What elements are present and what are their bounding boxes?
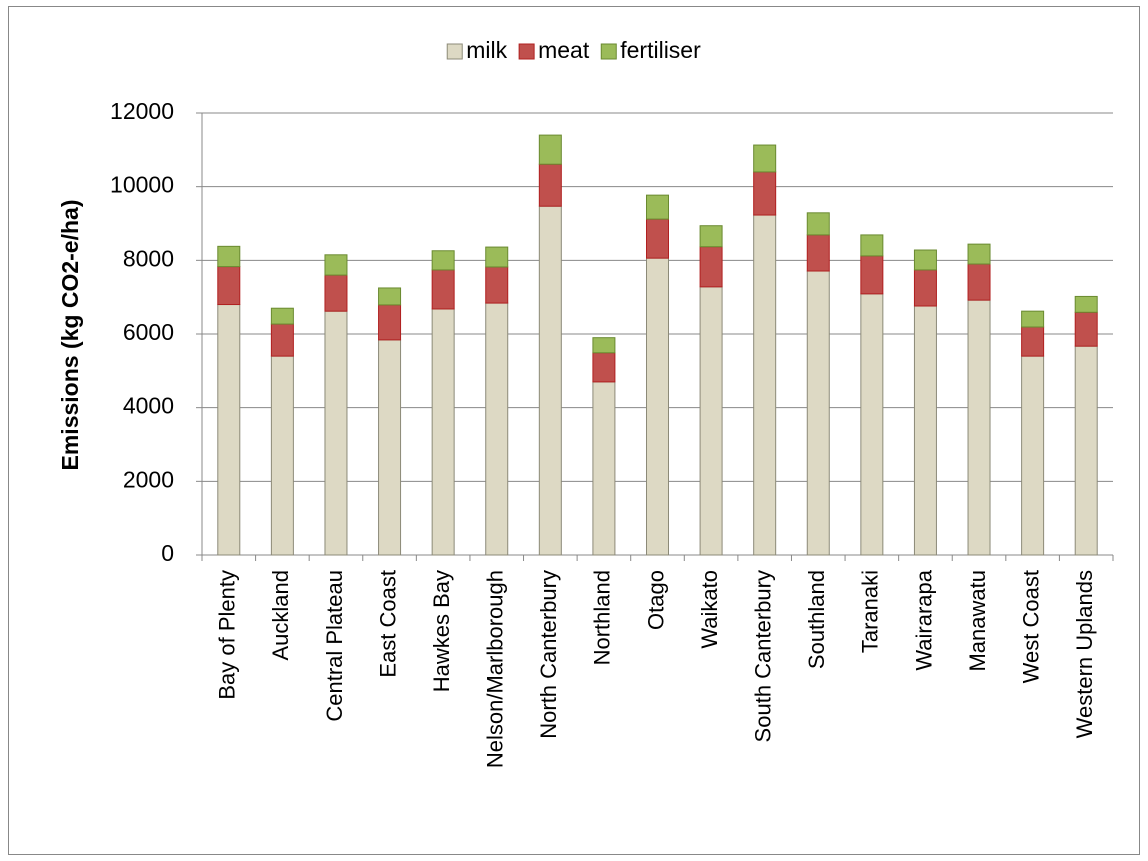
y-tick-label: 6000 bbox=[123, 319, 174, 345]
x-tick-label: West Coast bbox=[1018, 570, 1043, 683]
bar-segment bbox=[699, 246, 723, 288]
bar-segment bbox=[270, 323, 294, 357]
bar-segment bbox=[699, 286, 723, 556]
y-tick-label: 4000 bbox=[123, 393, 174, 419]
bar-segment bbox=[270, 307, 294, 325]
y-tick-label: 8000 bbox=[123, 245, 174, 271]
bar-segment bbox=[217, 245, 241, 268]
bar-segment bbox=[270, 355, 294, 556]
legend-label: meat bbox=[538, 37, 590, 63]
x-tick-label: Northland bbox=[590, 570, 615, 665]
x-tick-label: Hawkes Bay bbox=[429, 570, 454, 692]
bar-segment bbox=[753, 144, 777, 173]
y-tick-label: 0 bbox=[161, 540, 174, 566]
legend-swatch bbox=[446, 43, 463, 60]
bar-segment bbox=[217, 304, 241, 556]
bar-segment bbox=[967, 263, 991, 301]
bar-segment bbox=[860, 255, 884, 295]
x-tick-label: Bay of Plenty bbox=[215, 570, 240, 700]
bar-segment bbox=[485, 302, 509, 556]
chart-border bbox=[8, 6, 1140, 855]
bar-segment bbox=[538, 134, 562, 165]
bar-segment bbox=[217, 266, 241, 306]
y-tick-label: 12000 bbox=[110, 98, 174, 124]
x-tick-label: Waikato bbox=[697, 570, 722, 649]
bar-segment bbox=[860, 293, 884, 556]
bar-segment bbox=[1074, 295, 1098, 313]
bar-segment bbox=[324, 254, 348, 276]
legend-swatch bbox=[600, 43, 617, 60]
bar-segment bbox=[324, 274, 348, 312]
bar-segment bbox=[538, 205, 562, 556]
bar-segment bbox=[431, 269, 455, 310]
x-tick-label: Otago bbox=[643, 570, 668, 630]
legend-label: fertiliser bbox=[620, 37, 701, 63]
x-tick-label: Southland bbox=[804, 570, 829, 669]
bar-segment bbox=[1021, 310, 1045, 328]
bar-segment bbox=[1021, 355, 1045, 556]
bar-segment bbox=[806, 270, 830, 556]
bar-segment bbox=[753, 171, 777, 216]
x-tick-label: Auckland bbox=[268, 570, 293, 661]
bar-segment bbox=[1074, 311, 1098, 347]
bar-segment bbox=[378, 287, 402, 306]
bar-segment bbox=[485, 266, 509, 304]
x-tick-label: South Canterbury bbox=[750, 570, 775, 742]
bar-segment bbox=[913, 249, 937, 271]
bar-segment bbox=[753, 214, 777, 556]
bar-segment bbox=[592, 381, 616, 556]
bar-segment bbox=[646, 218, 669, 259]
bar-segment bbox=[592, 352, 616, 383]
x-tick-label: North Canterbury bbox=[536, 570, 561, 739]
bar-segment bbox=[592, 337, 616, 354]
bar-segment bbox=[378, 304, 402, 341]
x-tick-label: Manawatu bbox=[965, 570, 990, 672]
bar-segment bbox=[806, 212, 830, 236]
bar-segment bbox=[806, 234, 830, 272]
bar-segment bbox=[913, 305, 937, 556]
y-tick-label: 2000 bbox=[123, 466, 174, 492]
bar-segment bbox=[1074, 345, 1098, 556]
x-tick-label: Central Plateau bbox=[322, 570, 347, 722]
x-tick-label: Wairarapa bbox=[911, 569, 936, 670]
x-tick-label: Taranaki bbox=[858, 570, 883, 653]
bar-segment bbox=[431, 250, 455, 271]
legend-label: milk bbox=[466, 37, 507, 63]
y-tick-label: 10000 bbox=[110, 172, 174, 198]
y-axis-title: Emissions (kg CO2-e/ha) bbox=[57, 200, 83, 471]
bar-segment bbox=[967, 243, 991, 265]
bar-segment bbox=[538, 163, 562, 207]
bar-segment bbox=[431, 308, 455, 556]
x-tick-label: East Coast bbox=[375, 570, 400, 678]
bar-segment bbox=[646, 257, 669, 556]
bar-segment bbox=[324, 310, 348, 556]
bar-segment bbox=[1021, 326, 1045, 357]
bar-segment bbox=[699, 225, 723, 248]
bar-segment bbox=[378, 339, 402, 556]
legend-swatch bbox=[518, 43, 535, 60]
x-tick-label: Western Uplands bbox=[1072, 570, 1097, 738]
x-tick-label: Nelson/Marlborough bbox=[483, 570, 508, 768]
bar-segment bbox=[913, 269, 937, 307]
bar-segment bbox=[967, 299, 991, 556]
bar-segment bbox=[485, 246, 509, 268]
bar-segment bbox=[860, 234, 884, 257]
bar-segment bbox=[646, 194, 669, 220]
